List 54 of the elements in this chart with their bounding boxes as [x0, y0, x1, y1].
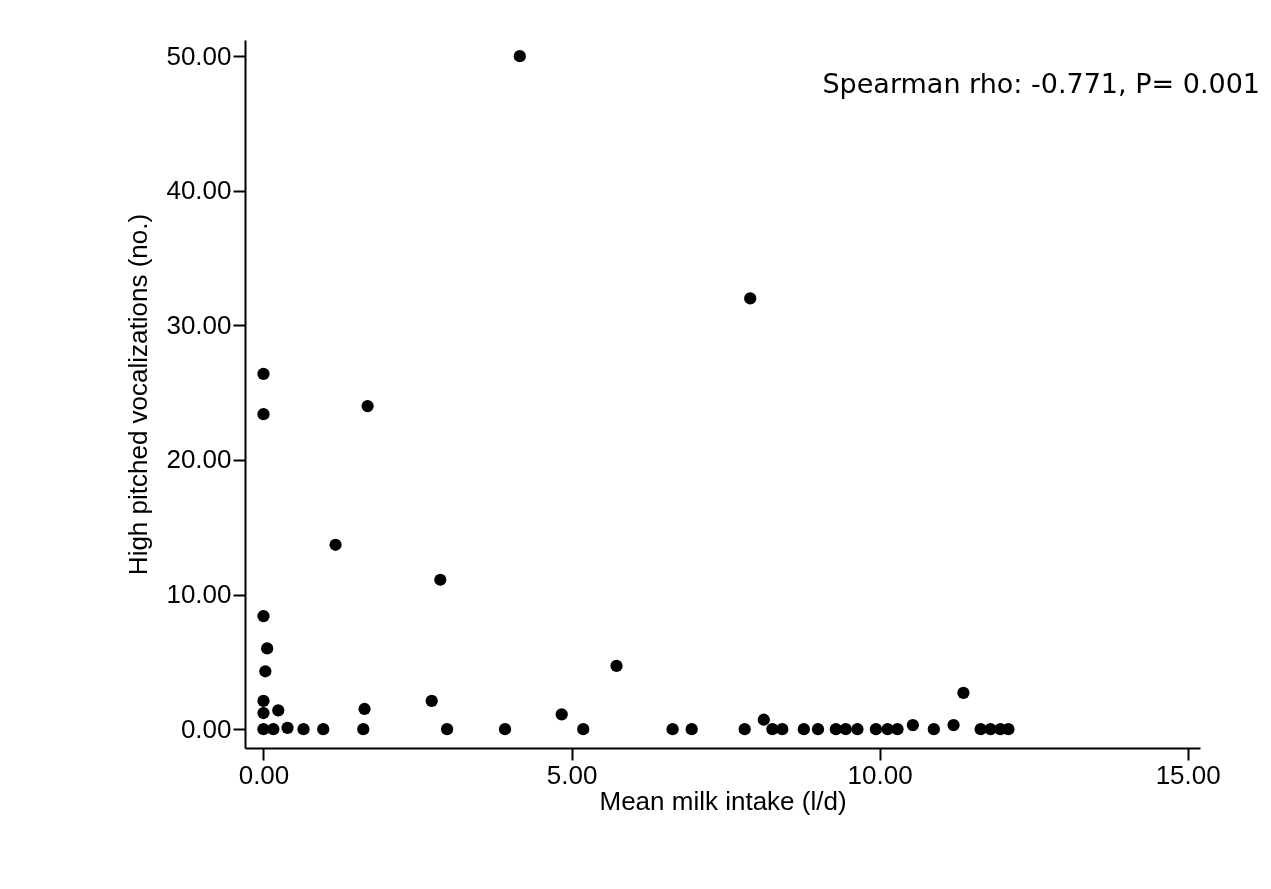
- point: [744, 292, 757, 305]
- point: [317, 723, 330, 736]
- point: [797, 723, 810, 736]
- point: [685, 723, 698, 736]
- point: [267, 723, 280, 736]
- point: [329, 538, 342, 551]
- y-tick-label: 40.00: [166, 175, 232, 206]
- point: [257, 694, 270, 707]
- y-tick-label: 50.00: [166, 40, 232, 71]
- x-tick-label: 10.00: [847, 759, 913, 790]
- point: [757, 713, 770, 726]
- point: [839, 723, 852, 736]
- point: [358, 702, 371, 716]
- point: [440, 723, 454, 736]
- point: [738, 723, 751, 736]
- point: [257, 408, 270, 421]
- point: [257, 367, 270, 380]
- point: [257, 609, 270, 623]
- point: [425, 694, 438, 707]
- point: [891, 723, 904, 736]
- point: [272, 704, 285, 717]
- point: [610, 659, 623, 673]
- point: [281, 721, 294, 734]
- point: [513, 50, 526, 63]
- point: [869, 723, 883, 736]
- y-axis-title: High pitched vocalizations (no.): [123, 213, 154, 576]
- x-tick-label: 5.00: [546, 759, 598, 790]
- point: [851, 723, 864, 736]
- x-tick-label: 15.00: [1155, 759, 1221, 790]
- point: [361, 400, 374, 413]
- point: [297, 723, 310, 736]
- point: [811, 723, 825, 736]
- point: [434, 573, 447, 586]
- point: [947, 719, 960, 732]
- y-tick-label: 0.00: [180, 713, 232, 744]
- y-tick-label: 10.00: [166, 579, 232, 610]
- point: [776, 723, 789, 736]
- y-tick-label: 30.00: [166, 309, 232, 340]
- x-axis-title: Mean milk intake (l/d): [599, 785, 847, 816]
- point: [555, 708, 568, 721]
- point: [257, 706, 270, 720]
- point: [906, 719, 920, 732]
- point: [498, 723, 512, 736]
- point: [666, 723, 679, 736]
- x-tick-label: 0.00: [238, 759, 290, 790]
- point: [577, 723, 590, 736]
- annotation: Spearman rho: -0.771, P= 0.001: [822, 68, 1260, 99]
- point: [957, 686, 970, 699]
- point: [829, 723, 842, 736]
- point: [927, 723, 940, 736]
- point: [261, 642, 274, 655]
- point: [357, 723, 370, 736]
- point: [259, 665, 272, 678]
- y-tick-label: 20.00: [166, 444, 232, 475]
